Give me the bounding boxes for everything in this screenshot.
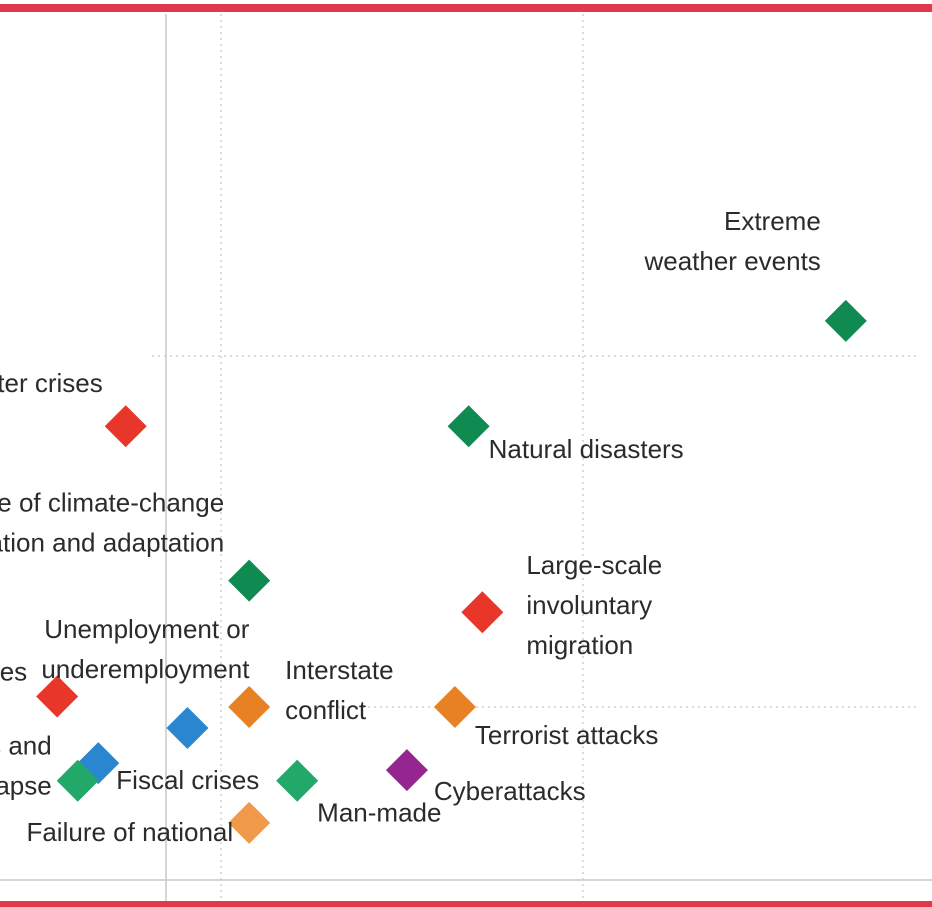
point-label-extreme-weather-events: Extreme weather events (643, 206, 820, 276)
point-label-line: Fiscal crises (116, 765, 259, 795)
point-label-line: Unemployment or (44, 614, 250, 644)
diamond-marker-unemployment-or-underemployment (166, 707, 209, 750)
point-label-line: involuntary (526, 590, 652, 620)
diamond-marker-natural-disasters (447, 405, 490, 448)
diamond-marker-ss-and-llapse (56, 759, 99, 802)
diamond-marker-man-made (276, 759, 319, 802)
point-label-water-crises: Water crises (0, 368, 103, 398)
point-label-line: Extreme (724, 206, 821, 236)
diamond-marker-terrorist-attacks (433, 686, 476, 728)
point-label-ss-and-llapse: ss and llapse (0, 731, 52, 801)
point-label-line: mitigation and adaptation (0, 528, 224, 558)
point-label-line: underemployment (41, 654, 250, 684)
diamond-marker-failure-of-national (228, 801, 271, 844)
point-label-line: Failure of national (26, 817, 233, 847)
point-label-cyberattacks: Cyberattacks (434, 776, 586, 806)
point-label-line: Man-made (317, 798, 441, 828)
diamond-marker-interstate-conflict (228, 686, 271, 728)
diamond-marker-large-scale-involuntary-migration (461, 591, 504, 634)
point-label-failure-of-national: Failure of national (26, 817, 233, 847)
diamond-marker-cyberattacks (385, 749, 428, 792)
grid-lines (0, 14, 932, 902)
point-label-line: Large-scale (526, 550, 662, 580)
frame-bottom-border (0, 901, 932, 907)
point-label-large-scale-involuntary-migration: Large-scale involuntary migration (526, 550, 662, 660)
diamond-marker-failure-of-climate-change-mitigation-and-adaptation (228, 559, 271, 602)
point-label-line: Failure of climate-change (0, 488, 224, 518)
diamond-marker-extreme-weather-events (824, 299, 867, 342)
point-label-natural-disasters: Natural disasters (489, 434, 684, 464)
diamond-marker-ses (36, 675, 79, 718)
point-label-line: Terrorist attacks (475, 720, 659, 750)
point-label-line: ses (0, 656, 27, 686)
point-label-interstate-conflict: Interstate conflict (285, 655, 393, 725)
point-label-man-made: Man-made (317, 798, 441, 828)
point-label-fiscal-crises: Fiscal crises (116, 765, 259, 795)
point-label-ses: ses (0, 656, 27, 686)
point-label-line: Water crises (0, 368, 103, 398)
point-label-line: ss and (0, 731, 52, 761)
data-points: Extreme weather events Natural disasters Wa… (0, 206, 867, 847)
point-label-line: Cyberattacks (434, 776, 586, 806)
point-label-line: Interstate (285, 655, 393, 685)
point-label-line: Natural disasters (489, 434, 684, 464)
point-label-line: weather events (643, 246, 820, 276)
point-label-failure-of-climate-change-mitigation-and-adaptation: Failure of climate-change mitigation and … (0, 488, 224, 558)
diamond-marker-water-crises (104, 405, 147, 448)
point-label-line: llapse (0, 771, 52, 801)
frame-top-border (0, 4, 932, 12)
point-label-line: conflict (285, 695, 367, 725)
point-label-terrorist-attacks: Terrorist attacks (475, 720, 659, 750)
point-label-unemployment-or-underemployment: Unemployment or underemployment (41, 614, 250, 684)
point-label-line: migration (526, 630, 633, 660)
